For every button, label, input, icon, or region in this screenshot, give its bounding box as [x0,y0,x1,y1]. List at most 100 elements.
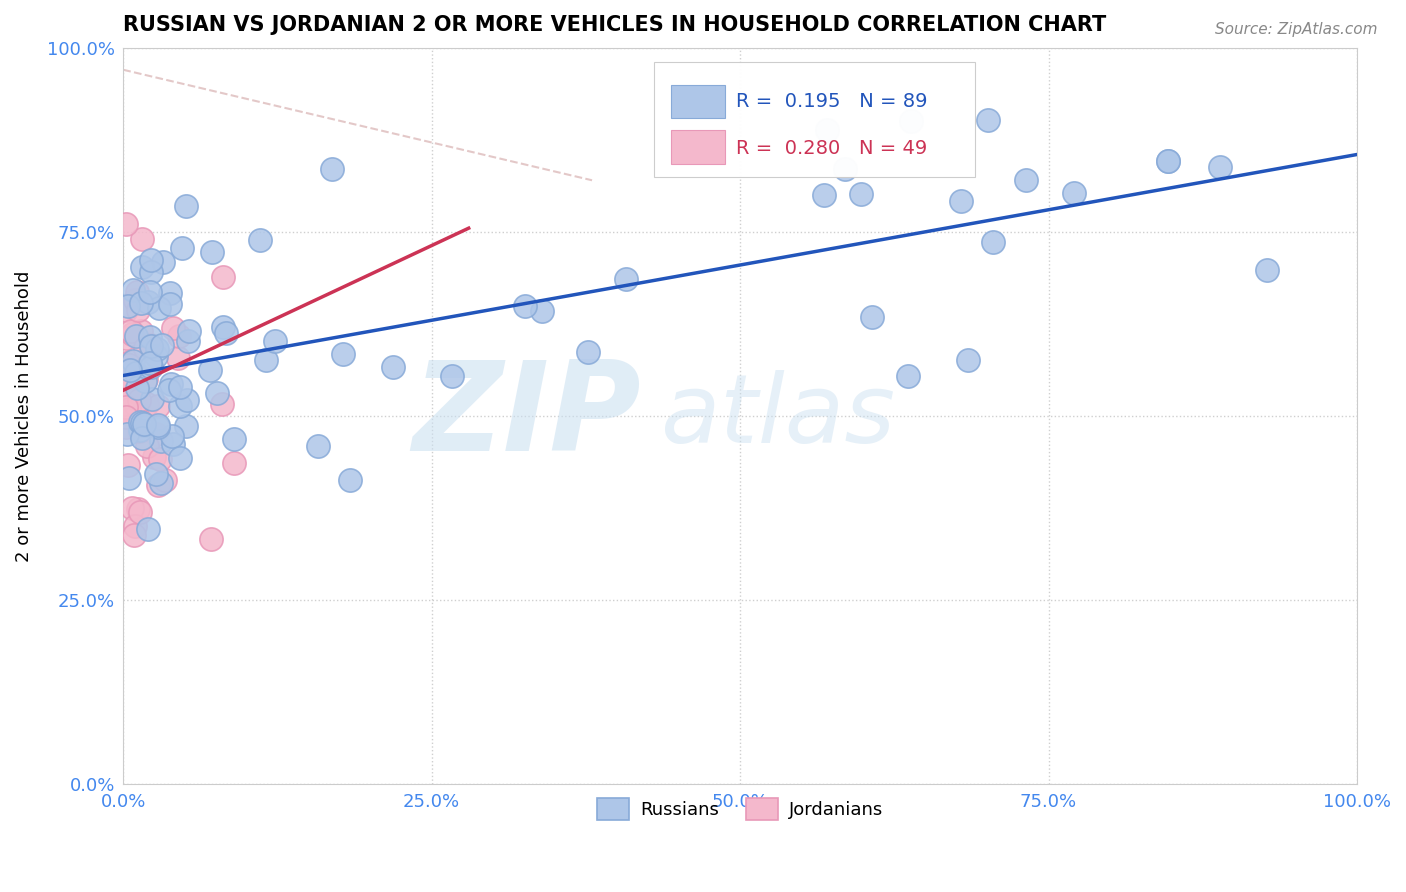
Point [254,352,277,367]
Point [117,458,139,472]
Point [128,393,150,408]
Point [146,399,169,413]
Point [136,522,159,536]
Point [179,325,201,339]
Point [977,113,1000,128]
Point [263,334,285,349]
Point [115,427,138,442]
Point [162,321,184,335]
Point [211,397,233,411]
Point [981,235,1004,250]
Point [897,368,920,383]
Point [200,533,222,547]
Point [145,350,167,364]
Point [121,354,143,368]
Point [167,328,190,343]
Point [152,255,174,269]
Point [176,334,198,349]
Point [136,294,159,309]
Point [145,427,167,442]
Point [114,357,136,371]
Point [1156,153,1178,168]
Point [125,285,148,300]
Point [135,396,157,410]
Point [129,505,152,519]
Point [160,377,183,392]
Point [136,439,159,453]
Point [148,301,170,316]
Point [124,399,146,413]
Point [127,501,149,516]
FancyBboxPatch shape [671,130,725,164]
Point [440,368,463,383]
Point [124,293,146,308]
Point [132,417,155,432]
Point [169,379,191,393]
Point [141,360,163,375]
Point [114,410,136,425]
Point [159,286,181,301]
Point [114,390,136,404]
Point [114,400,136,414]
Point [169,450,191,465]
Point [813,188,835,202]
Point [131,431,153,445]
Point [127,381,149,395]
Point [145,467,167,481]
Point [150,338,173,352]
Point [1063,186,1085,201]
Point [149,452,172,467]
Point [139,330,162,344]
Point [174,419,197,434]
Point [125,328,148,343]
Point [121,500,143,515]
Point [134,341,156,355]
Point [614,272,637,286]
Point [162,429,184,443]
Point [339,473,361,487]
Point [121,326,143,341]
Point [169,400,191,414]
Point [249,233,271,247]
Point [124,519,146,533]
Point [128,425,150,439]
Point [201,245,224,260]
Point [176,393,198,408]
Point [1256,263,1278,277]
Y-axis label: 2 or more Vehicles in Household: 2 or more Vehicles in Household [15,270,32,562]
Point [146,420,169,434]
Point [1209,160,1232,174]
Point [149,434,172,448]
Point [215,326,238,341]
Text: RUSSIAN VS JORDANIAN 2 OR MORE VEHICLES IN HOUSEHOLD CORRELATION CHART: RUSSIAN VS JORDANIAN 2 OR MORE VEHICLES … [124,15,1107,35]
Point [134,375,156,389]
Point [122,283,145,297]
Point [131,416,153,430]
Point [146,478,169,492]
Point [114,218,136,232]
Point [118,354,141,368]
Point [211,319,233,334]
Point [148,417,170,432]
Point [114,420,136,434]
Point [118,402,141,417]
Point [114,382,136,396]
Point [139,285,162,299]
FancyBboxPatch shape [654,62,974,177]
Point [120,324,142,338]
Point [321,161,343,176]
Point [142,450,165,464]
Point [205,386,228,401]
Point [815,123,838,137]
Point [114,302,136,317]
Point [118,363,141,377]
Point [141,392,163,406]
Text: Source: ZipAtlas.com: Source: ZipAtlas.com [1215,22,1378,37]
Point [834,162,856,177]
Point [576,345,599,359]
Point [176,199,198,213]
Point [131,260,153,274]
Point [149,475,172,490]
Point [1157,153,1180,168]
Point [139,338,162,352]
